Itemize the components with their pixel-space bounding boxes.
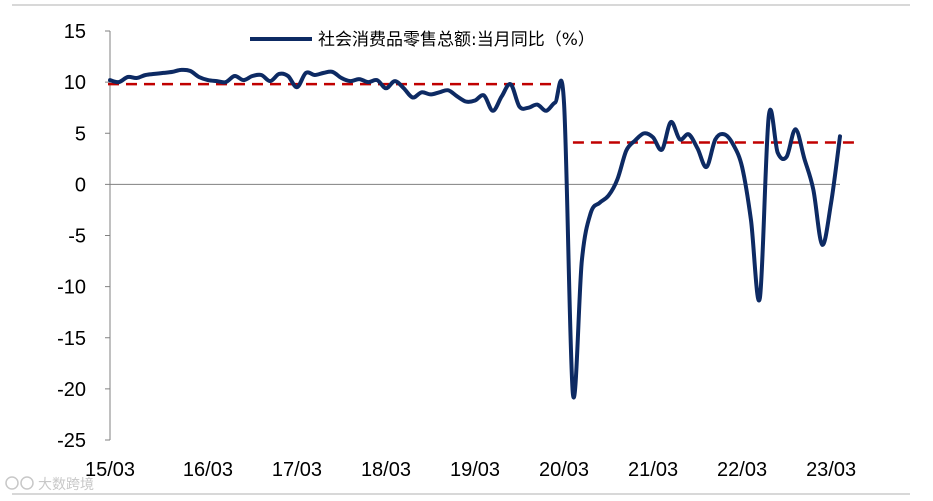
x-tick-label: 18/03 — [361, 459, 411, 481]
x-tick-label: 19/03 — [450, 459, 500, 481]
y-tick-label: 15 — [64, 21, 86, 43]
x-tick-label: 23/03 — [806, 459, 856, 481]
brand-logo-icon — [5, 476, 19, 490]
watermark-text: 大数跨境 — [38, 477, 94, 493]
watermark: 大数跨境 — [5, 476, 94, 493]
y-tick-label: -25 — [57, 430, 86, 452]
x-tick-label: 22/03 — [717, 459, 767, 481]
y-tick-label: -10 — [57, 277, 86, 299]
x-tick-label: 20/03 — [539, 459, 589, 481]
legend-label: 社会消费品零售总额:当月同比（%） — [318, 30, 595, 50]
x-tick-label: 16/03 — [183, 459, 233, 481]
y-tick-label: -20 — [57, 379, 86, 401]
y-tick-label: 5 — [75, 123, 86, 145]
y-tick-label: -15 — [57, 328, 86, 350]
plot-area: 15 10 5 0 -5 -10 -15 -20 -25 15/03 16/03 17/03 18/03… — [57, 21, 856, 481]
x-tick-label: 17/03 — [272, 459, 322, 481]
x-tick-label: 15/03 — [85, 459, 135, 481]
brand-logo-icon-ring — [20, 476, 34, 490]
y-tick-label: 0 — [75, 174, 86, 196]
x-tick-label: 21/03 — [628, 459, 678, 481]
series-line-retail-sales-yoy — [108, 67, 842, 400]
y-tick-label: -5 — [68, 226, 86, 248]
y-tick-label: 10 — [64, 72, 86, 94]
legend: 社会消费品零售总额:当月同比（%） — [250, 30, 595, 50]
